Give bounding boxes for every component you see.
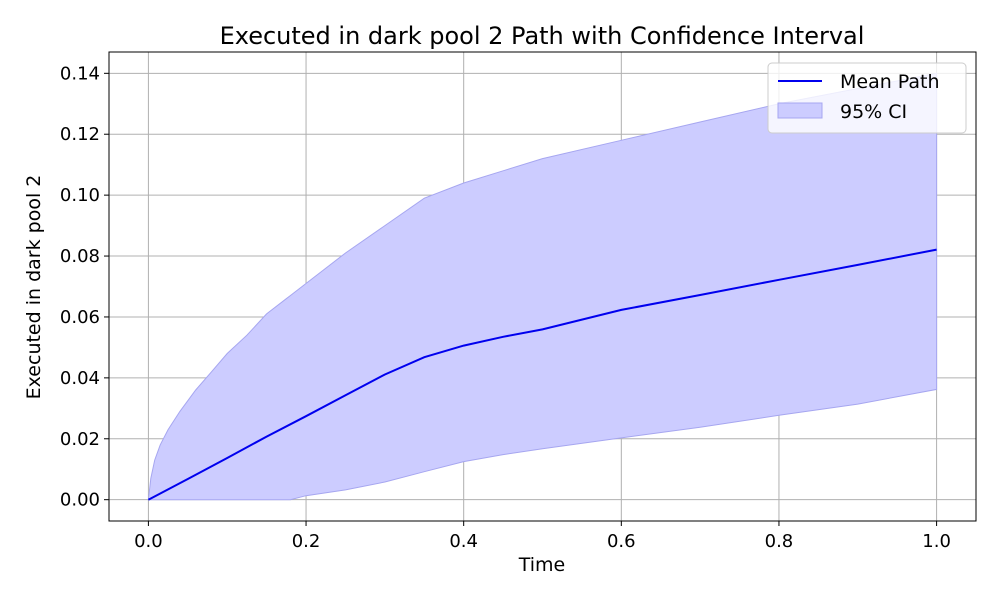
- legend: Mean Path 95% CI: [767, 62, 967, 134]
- y-tick-label-7: 0.14: [60, 63, 100, 84]
- x-tick-label-2: 0.4: [449, 531, 478, 552]
- y-tick-label-5: 0.10: [60, 185, 100, 206]
- x-tick-label-5: 1.0: [922, 531, 951, 552]
- y-tick-label-4: 0.08: [60, 246, 100, 267]
- x-tick-label-3: 0.6: [607, 531, 636, 552]
- mean-path-layer: [147, 248, 937, 501]
- mean-path-line: [147, 248, 937, 501]
- ci-band-layer: [147, 72, 938, 501]
- y-tick-label-3: 0.06: [60, 307, 100, 328]
- y-tick-label-2: 0.04: [60, 368, 100, 389]
- legend-swatch-ci: [777, 102, 823, 119]
- axes-frame: [108, 51, 977, 522]
- y-tick-label-6: 0.12: [60, 124, 100, 145]
- legend-label-mean-path: Mean Path: [840, 71, 940, 93]
- y-tick-label-1: 0.02: [60, 429, 100, 450]
- plot-frame: [108, 51, 977, 522]
- x-axis-label: Time: [518, 554, 566, 576]
- y-axis-label: Executed in dark pool 2: [23, 175, 45, 400]
- legend-label-ci: 95% CI: [840, 101, 907, 123]
- x-tick-label-0: 0.0: [134, 531, 163, 552]
- ci-band: [147, 72, 938, 501]
- chart-title: Executed in dark pool 2 Path with Confid…: [220, 22, 865, 50]
- x-tick-label-1: 0.2: [292, 531, 321, 552]
- x-tick-label-4: 0.8: [765, 531, 794, 552]
- y-axis-ticks: 0.00 0.02 0.04 0.06 0.08 0.10 0.12 0.14: [60, 63, 109, 511]
- y-tick-label-0: 0.00: [60, 490, 100, 511]
- x-axis-ticks: 0.0 0.2 0.4 0.6 0.8 1.0: [134, 521, 951, 552]
